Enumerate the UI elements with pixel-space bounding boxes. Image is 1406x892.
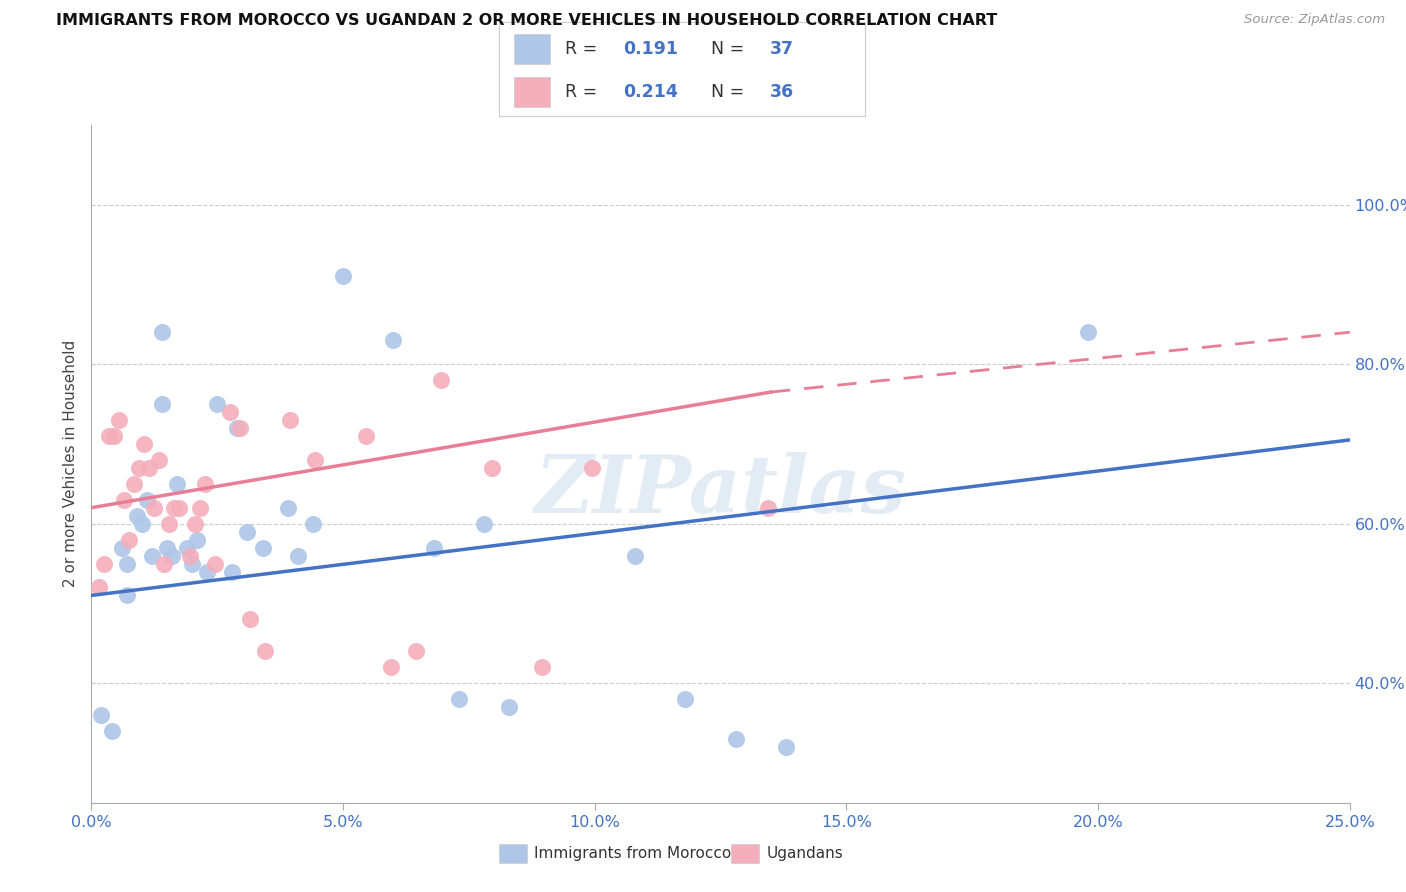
Point bbox=[110, 541, 132, 555]
Point bbox=[229, 421, 252, 435]
Point bbox=[278, 413, 301, 427]
Text: 0.214: 0.214 bbox=[623, 83, 678, 101]
Point bbox=[405, 644, 427, 658]
Point bbox=[724, 731, 747, 746]
Point bbox=[176, 541, 198, 555]
Point bbox=[673, 692, 696, 706]
Point bbox=[108, 413, 131, 427]
Point bbox=[204, 557, 226, 571]
Point bbox=[498, 700, 520, 714]
Text: Source: ZipAtlas.com: Source: ZipAtlas.com bbox=[1244, 13, 1385, 27]
Point bbox=[128, 460, 150, 475]
Point bbox=[179, 549, 201, 563]
Point bbox=[143, 500, 166, 515]
Point bbox=[156, 541, 179, 555]
Text: IMMIGRANTS FROM MOROCCO VS UGANDAN 2 OR MORE VEHICLES IN HOUSEHOLD CORRELATION C: IMMIGRANTS FROM MOROCCO VS UGANDAN 2 OR … bbox=[56, 13, 997, 29]
Text: N =: N = bbox=[711, 39, 749, 57]
Text: R =: R = bbox=[565, 83, 603, 101]
Point bbox=[302, 516, 325, 531]
Point bbox=[254, 644, 277, 658]
Point bbox=[195, 565, 218, 579]
Point bbox=[90, 708, 112, 723]
Point bbox=[98, 429, 121, 443]
Point bbox=[122, 476, 145, 491]
Point bbox=[472, 516, 495, 531]
Point bbox=[134, 437, 156, 451]
Point bbox=[218, 405, 240, 419]
Point bbox=[150, 325, 173, 339]
Point bbox=[758, 500, 780, 515]
Point bbox=[226, 421, 249, 435]
Point bbox=[141, 549, 163, 563]
Point bbox=[188, 500, 211, 515]
Point bbox=[150, 397, 173, 411]
Point bbox=[382, 333, 405, 347]
Text: 36: 36 bbox=[769, 83, 794, 101]
Point bbox=[103, 429, 125, 443]
Text: Immigrants from Morocco: Immigrants from Morocco bbox=[534, 847, 731, 861]
Point bbox=[118, 533, 141, 547]
Point bbox=[221, 565, 243, 579]
Point bbox=[277, 500, 299, 515]
Point bbox=[87, 581, 110, 595]
Point bbox=[354, 429, 377, 443]
Point bbox=[160, 549, 183, 563]
Point bbox=[153, 557, 176, 571]
Point bbox=[169, 500, 191, 515]
Text: N =: N = bbox=[711, 83, 749, 101]
Text: Ugandans: Ugandans bbox=[766, 847, 844, 861]
Point bbox=[100, 724, 122, 739]
Point bbox=[115, 589, 138, 603]
Point bbox=[1077, 325, 1099, 339]
Point bbox=[422, 541, 444, 555]
Point bbox=[252, 541, 274, 555]
Text: ZIPatlas: ZIPatlas bbox=[534, 452, 907, 530]
Text: 0.191: 0.191 bbox=[623, 39, 679, 57]
Point bbox=[430, 373, 453, 387]
Text: R =: R = bbox=[565, 39, 603, 57]
Point bbox=[138, 460, 160, 475]
Point bbox=[304, 453, 326, 467]
Point bbox=[163, 500, 186, 515]
Point bbox=[205, 397, 228, 411]
Point bbox=[183, 516, 205, 531]
Point bbox=[194, 476, 217, 491]
Point bbox=[157, 516, 180, 531]
Point bbox=[186, 533, 208, 547]
Point bbox=[380, 660, 402, 674]
Point bbox=[239, 612, 262, 626]
Point bbox=[530, 660, 553, 674]
Point bbox=[287, 549, 309, 563]
Point bbox=[112, 492, 135, 507]
Point bbox=[148, 453, 170, 467]
Point bbox=[93, 557, 115, 571]
Point bbox=[135, 492, 157, 507]
Point bbox=[481, 460, 503, 475]
Point bbox=[181, 557, 204, 571]
Point bbox=[115, 557, 138, 571]
FancyBboxPatch shape bbox=[513, 34, 550, 63]
FancyBboxPatch shape bbox=[513, 77, 550, 107]
Point bbox=[332, 269, 354, 284]
Point bbox=[775, 739, 797, 754]
Point bbox=[624, 549, 647, 563]
Point bbox=[166, 476, 188, 491]
Text: 37: 37 bbox=[769, 39, 793, 57]
Point bbox=[447, 692, 470, 706]
Y-axis label: 2 or more Vehicles in Household: 2 or more Vehicles in Household bbox=[63, 340, 79, 588]
Point bbox=[581, 460, 603, 475]
Point bbox=[125, 508, 148, 523]
Point bbox=[236, 524, 259, 539]
Point bbox=[131, 516, 153, 531]
